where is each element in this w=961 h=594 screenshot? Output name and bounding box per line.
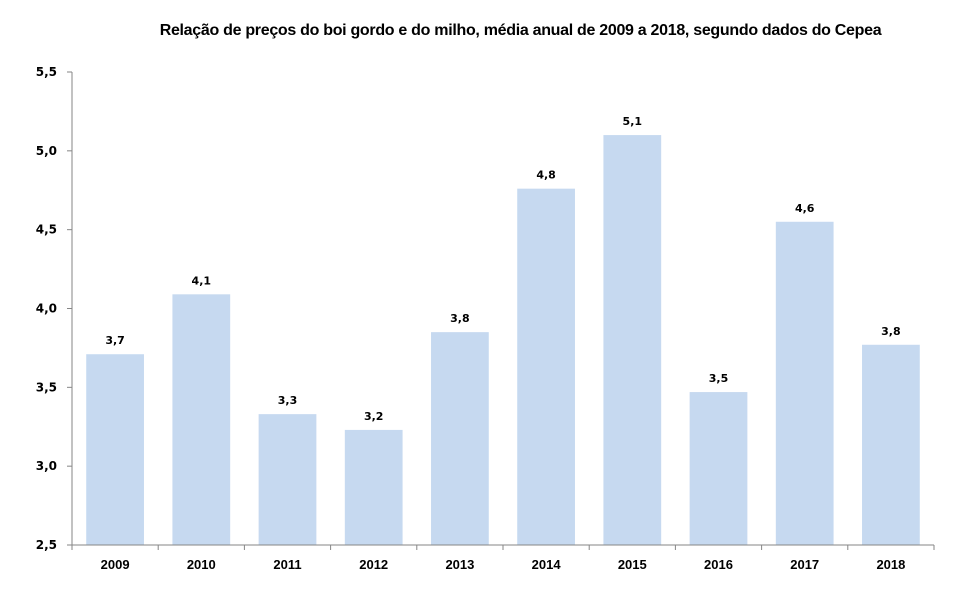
- data-label-2015: 5,1: [623, 115, 643, 128]
- y-tick-label: 5,5: [36, 65, 57, 79]
- bar-2009: [86, 354, 144, 545]
- data-label-2018: 3,8: [881, 325, 901, 338]
- x-tick-label-2009: 2009: [101, 557, 130, 572]
- data-label-2009: 3,7: [105, 334, 125, 347]
- data-label-2010: 4,1: [192, 274, 212, 287]
- bars-group: [86, 135, 920, 546]
- axes-group: [67, 71, 935, 550]
- y-tick-label: 4,0: [36, 302, 57, 316]
- data-label-2012: 3,2: [364, 410, 384, 423]
- bar-2014: [517, 188, 575, 545]
- y-tick-label: 3,5: [36, 380, 57, 394]
- data-label-2016: 3,5: [709, 372, 729, 385]
- x-tick-label-2010: 2010: [187, 557, 216, 572]
- x-tick-label-2018: 2018: [876, 557, 905, 572]
- bar-2016: [689, 392, 748, 545]
- data-label-2011: 3,3: [278, 394, 298, 407]
- y-tick-labels-group: 2,5 3,0 3,5 4,0 4,5 5,0 5,5: [36, 65, 57, 552]
- x-tick-label-2013: 2013: [445, 557, 474, 572]
- x-tick-label-2014: 2014: [532, 557, 562, 572]
- y-tick-label: 4,5: [36, 223, 57, 237]
- y-tick-label: 2,5: [36, 538, 57, 552]
- bar-2012: [344, 429, 403, 545]
- x-tick-label-2015: 2015: [618, 557, 647, 572]
- data-label-2013: 3,8: [450, 312, 470, 325]
- data-label-2017: 4,6: [795, 202, 815, 215]
- bar-2011: [258, 414, 317, 545]
- x-tick-label-2012: 2012: [359, 557, 388, 572]
- x-tick-labels-group: 2009 2010 2011 2012 2013 2014 2015 2016 2017 2018: [101, 557, 906, 572]
- bar-2013: [431, 332, 489, 545]
- bar-2018: [862, 344, 920, 545]
- bar-2015: [603, 135, 662, 546]
- y-tick-label: 5,0: [36, 144, 57, 158]
- data-labels-group: 3,7 4,1 3,3 3,2 3,8 4,8 5,1 3,5 4,6 3,8: [105, 115, 900, 423]
- y-tick-label: 3,0: [36, 459, 57, 473]
- x-tick-label-2017: 2017: [790, 557, 819, 572]
- chart-title: Relação de preços do boi gordo e do milh…: [159, 22, 882, 39]
- bar-2017: [775, 221, 834, 546]
- data-label-2014: 4,8: [536, 169, 556, 182]
- x-tick-label-2011: 2011: [273, 557, 301, 572]
- x-tick-label-2016: 2016: [704, 557, 733, 572]
- bar-2010: [172, 294, 231, 545]
